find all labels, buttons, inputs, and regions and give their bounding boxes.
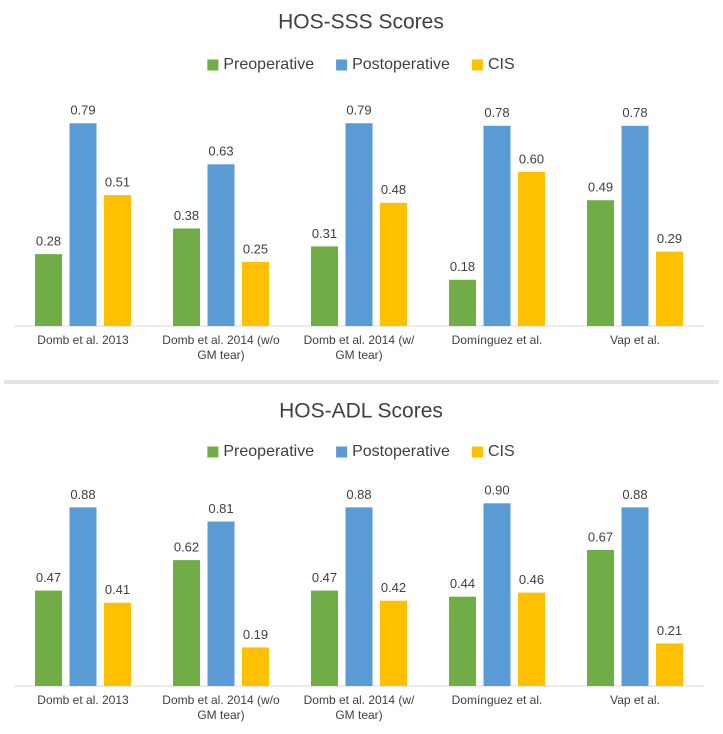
value-label: 0.63 [208, 144, 233, 159]
value-label: 0.51 [105, 175, 130, 190]
bar [449, 279, 476, 326]
value-label: 0.46 [519, 572, 544, 587]
legend-label: Postoperative [352, 443, 450, 460]
bar [104, 602, 131, 686]
legend-swatch [471, 446, 483, 458]
bar [35, 254, 62, 326]
value-label: 0.42 [381, 580, 406, 595]
value-label: 0.79 [346, 103, 371, 118]
bar [483, 503, 511, 686]
value-label: 0.60 [519, 151, 544, 166]
x-tick-label: Vap et al. [610, 693, 660, 707]
legend-label: Preoperative [223, 443, 314, 460]
value-label: 0.81 [208, 501, 233, 516]
value-label: 0.67 [588, 529, 613, 544]
value-label: 0.28 [36, 234, 61, 249]
value-label: 0.88 [70, 487, 95, 502]
x-tick-label: Domb et al. 2014 (w/o GM tear) [162, 333, 280, 362]
bar [207, 164, 235, 326]
value-label: 0.29 [657, 231, 682, 246]
bar [656, 643, 683, 686]
value-label: 0.78 [484, 105, 509, 120]
x-tick-label: Domínguez et al. [451, 333, 543, 347]
bar [207, 521, 235, 686]
value-label: 0.21 [657, 623, 682, 638]
bar [483, 125, 511, 326]
bar [380, 600, 407, 686]
bar [242, 261, 269, 326]
bar [621, 507, 649, 686]
bar [69, 123, 97, 326]
value-label: 0.38 [174, 208, 199, 223]
separator [4, 380, 719, 384]
x-tick-label: Domb et al. 2013 [37, 693, 129, 707]
legend-swatch [336, 446, 348, 458]
value-label: 0.41 [105, 582, 130, 597]
chart-title: HOS-SSS Scores [278, 11, 444, 34]
value-label: 0.88 [622, 487, 647, 502]
chart-title: HOS-ADL Scores [279, 400, 443, 423]
value-label: 0.25 [243, 241, 268, 256]
legend-label: Postoperative [352, 56, 450, 73]
bar [311, 590, 338, 686]
legend-swatch [471, 59, 483, 71]
x-tick-label: Domínguez et al. [451, 693, 543, 707]
bar [345, 123, 373, 326]
value-label: 0.88 [346, 487, 371, 502]
bar [380, 202, 407, 326]
legend-swatch [336, 59, 348, 71]
bar [621, 125, 649, 326]
legend-swatch [207, 59, 219, 71]
value-label: 0.79 [70, 103, 95, 118]
x-tick-label: Domb et al. 2014 (w/ GM tear) [303, 333, 415, 362]
value-label: 0.62 [174, 540, 199, 555]
x-tick-label: Vap et al. [610, 333, 660, 347]
bar [173, 560, 200, 686]
legend-label: CIS [488, 56, 515, 73]
x-tick-label: Domb et al. 2014 (w/ GM tear) [303, 693, 415, 722]
x-tick-label: Domb et al. 2013 [37, 333, 129, 347]
bar [69, 507, 97, 686]
legend-swatch [207, 446, 219, 458]
value-label: 0.78 [622, 105, 647, 120]
bar [587, 549, 614, 686]
value-label: 0.49 [588, 180, 613, 195]
x-tick-label: Domb et al. 2014 (w/o GM tear) [162, 693, 280, 722]
bar [242, 647, 269, 686]
bar [173, 228, 200, 326]
value-label: 0.47 [312, 570, 337, 585]
bar [345, 507, 373, 686]
bar [587, 200, 614, 326]
value-label: 0.90 [484, 483, 509, 498]
value-label: 0.44 [450, 576, 475, 591]
value-label: 0.18 [450, 259, 475, 274]
value-label: 0.48 [381, 182, 406, 197]
legend-label: CIS [488, 443, 515, 460]
bar [656, 251, 683, 326]
value-label: 0.47 [36, 570, 61, 585]
legend-label: Preoperative [223, 56, 314, 73]
value-label: 0.19 [243, 627, 268, 642]
bar [518, 172, 545, 326]
bar [518, 592, 545, 686]
bar [104, 195, 131, 326]
value-label: 0.31 [312, 226, 337, 241]
bar [35, 590, 62, 686]
bar [449, 596, 476, 686]
bar [311, 246, 338, 326]
